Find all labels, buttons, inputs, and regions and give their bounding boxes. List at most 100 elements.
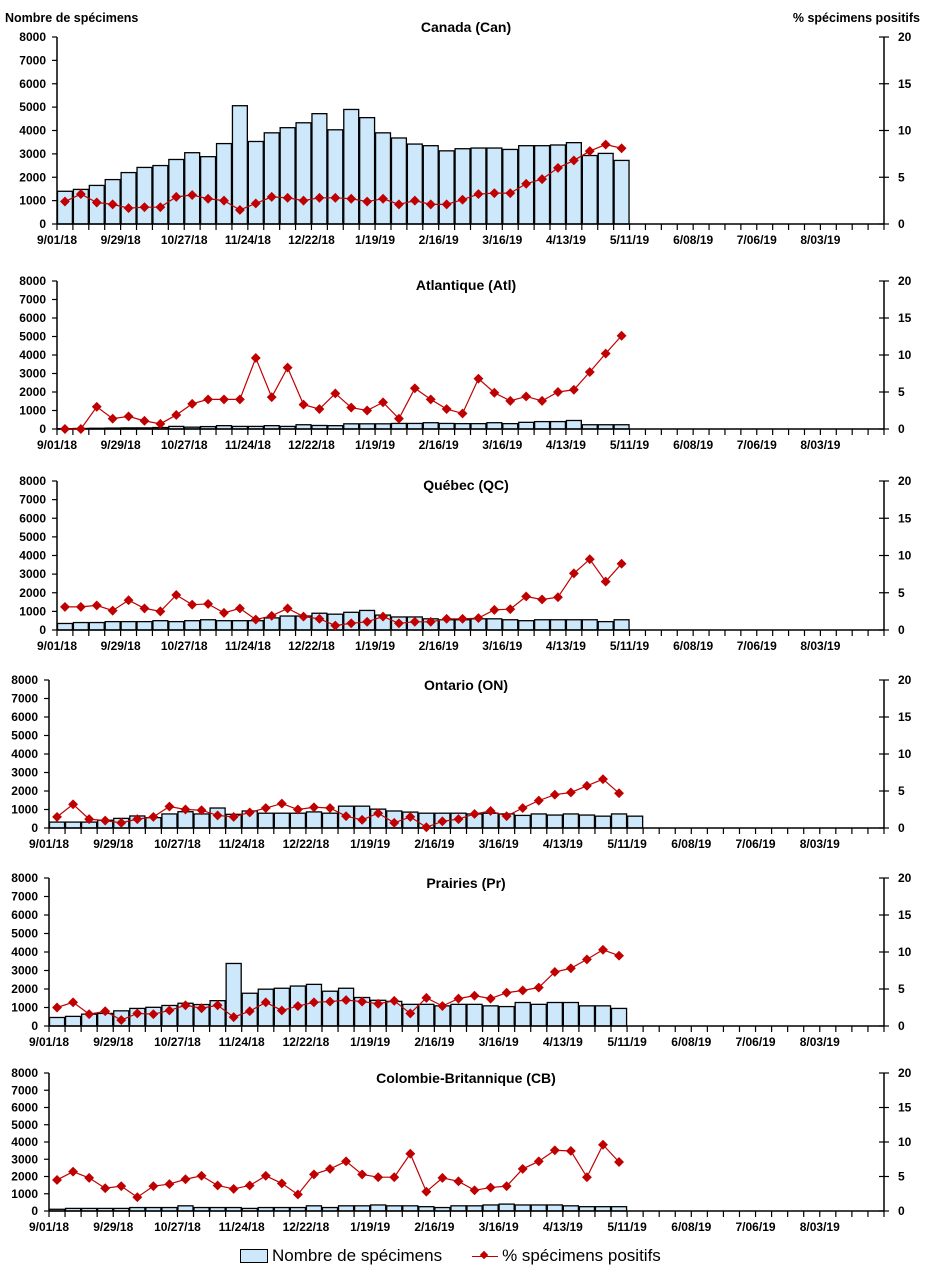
positivity-point (505, 604, 516, 615)
positivity-point (584, 367, 595, 377)
y-tick-label: 2000 (19, 170, 46, 184)
bar (152, 620, 169, 631)
bar (530, 1204, 547, 1212)
y-tick-label: 4000 (11, 945, 38, 959)
positivity-point (234, 603, 245, 614)
positivity-point (330, 388, 341, 399)
x-tick-label: 9/01/18 (29, 837, 69, 851)
x-tick-label: 9/29/18 (93, 837, 133, 851)
positivity-point (469, 990, 480, 1001)
x-tick-label: 8/03/19 (800, 1035, 840, 1049)
bar (533, 145, 551, 225)
positivity-point (600, 576, 611, 587)
x-tick-label: 1/19/19 (350, 1220, 390, 1234)
bar (546, 1204, 563, 1212)
x-tick-label: 4/13/19 (546, 233, 586, 247)
positivity-point (60, 196, 70, 207)
positivity-point (457, 408, 468, 419)
x-tick-label: 1/19/19 (355, 438, 395, 452)
x-tick-label: 10/27/18 (161, 438, 208, 452)
y-tick-label: 0 (31, 1019, 38, 1033)
positivity-point (116, 1015, 127, 1026)
positivity-point (100, 1183, 111, 1194)
y-tick-label: 4000 (19, 124, 46, 138)
bar (177, 1205, 194, 1212)
bar (406, 422, 423, 430)
positivity-point (453, 814, 464, 825)
y2-tick-label: 15 (898, 77, 912, 91)
x-tick-label: 10/27/18 (154, 1220, 201, 1234)
y-tick-label: 8000 (19, 474, 46, 488)
y-tick-label: 1000 (11, 1001, 38, 1015)
positivity-point (292, 804, 303, 815)
positivity-point (549, 1145, 560, 1156)
positivity-point (598, 1139, 608, 1150)
x-tick-label: 5/11/19 (610, 233, 650, 247)
right-axis-title: % spécimens positifs (793, 11, 920, 25)
bar (450, 1003, 467, 1027)
bar-swatch-icon (240, 1249, 268, 1263)
bar (562, 1001, 580, 1027)
y-tick-label: 2000 (11, 982, 38, 996)
positivity-point (282, 603, 293, 614)
positivity-point (485, 993, 496, 1004)
positivity-point (501, 811, 512, 822)
bar (562, 1205, 580, 1212)
y2-tick-label: 10 (898, 549, 912, 563)
x-tick-label: 4/13/19 (543, 1220, 583, 1234)
x-tick-label: 11/24/18 (219, 837, 265, 851)
y-tick-label: 0 (39, 422, 46, 436)
y-tick-label: 4000 (11, 1135, 38, 1149)
positivity-point (123, 411, 134, 422)
x-tick-label: 5/11/19 (610, 639, 650, 653)
y-tick-label: 4000 (19, 348, 46, 362)
bar (594, 1005, 612, 1027)
bar (613, 159, 630, 225)
positivity-point (549, 967, 560, 977)
bar (311, 113, 328, 225)
x-tick-label: 7/06/19 (736, 1035, 776, 1049)
y-tick-label: 3000 (11, 766, 38, 780)
y-tick-label: 0 (39, 623, 46, 637)
y-tick-label: 1000 (19, 404, 46, 418)
bar (56, 190, 74, 225)
x-tick-label: 8/03/19 (800, 1220, 840, 1234)
y-tick-label: 6000 (11, 1101, 38, 1115)
positivity-point (421, 1186, 432, 1197)
y-tick-label: 7000 (11, 890, 38, 904)
positivity-point (123, 595, 134, 606)
positivity-point (489, 604, 500, 615)
bar (321, 812, 339, 829)
bar (581, 619, 598, 631)
positivity-point (389, 1172, 400, 1183)
positivity-point (517, 1163, 528, 1174)
positivity-point (473, 189, 484, 200)
positivity-point (581, 954, 592, 965)
positivity-point (421, 822, 432, 833)
y-tick-label: 6000 (19, 511, 46, 525)
positivity-point (276, 1005, 287, 1016)
x-tick-label: 12/22/18 (288, 639, 335, 653)
bar (594, 815, 612, 829)
bar (263, 132, 280, 225)
y-tick-label: 8000 (19, 30, 46, 44)
x-tick-label: 9/01/18 (37, 438, 77, 452)
x-tick-label: 1/19/19 (350, 1035, 390, 1049)
y-tick-label: 6000 (11, 908, 38, 922)
bar (370, 1204, 387, 1212)
positivity-point (123, 203, 134, 214)
legend-label-bars: Nombre de spécimens (272, 1246, 443, 1265)
x-tick-label: 8/03/19 (800, 639, 840, 653)
bar (359, 116, 376, 225)
bar (562, 813, 580, 829)
positivity-point (614, 1157, 624, 1167)
bar (321, 990, 339, 1027)
positivity-point (314, 613, 325, 624)
y2-tick-label: 5 (898, 586, 905, 600)
bar (438, 150, 455, 225)
positivity-point (309, 802, 319, 813)
bar (120, 620, 137, 631)
bar (438, 422, 455, 430)
bar (578, 1005, 596, 1027)
y2-tick-label: 5 (898, 784, 905, 798)
